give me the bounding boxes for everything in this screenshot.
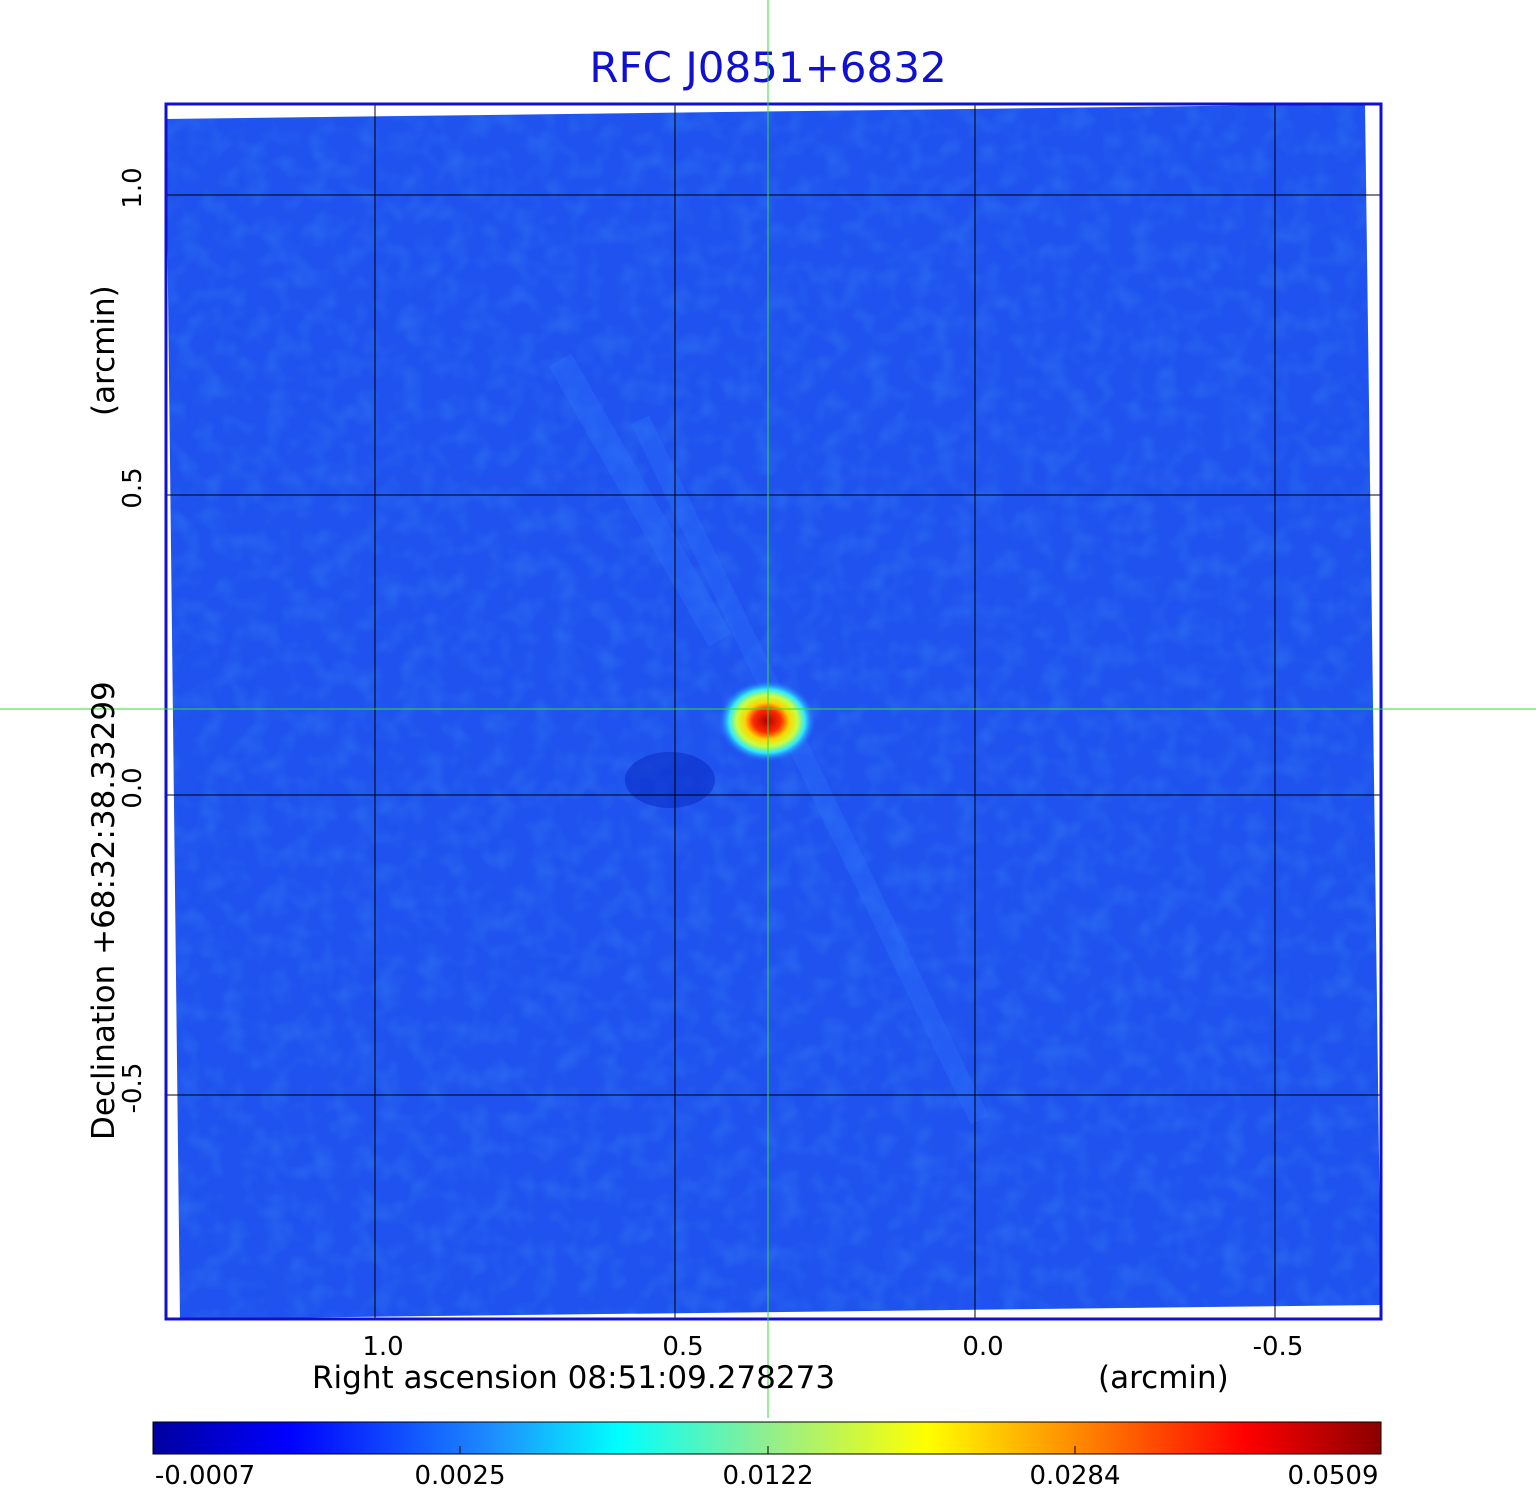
x-tick-label: 0.0: [962, 1332, 1004, 1362]
x-axis-label: Right ascension 08:51:09.278273: [312, 1360, 836, 1396]
colorbar-label: 0.0122: [722, 1461, 814, 1491]
colorbar-label: -0.0007: [154, 1461, 256, 1491]
plot-frame: [164, 102, 1383, 1321]
y-tick-label: 0.5: [118, 467, 148, 509]
radio-source: [718, 680, 816, 762]
colorbar-label: 0.0025: [414, 1461, 506, 1491]
image-field: [166, 104, 1381, 1319]
y-axis-unit: (arcmin): [86, 285, 122, 416]
y-tick-label: -0.5: [118, 1062, 148, 1114]
crosshair: [0, 0, 1536, 1418]
colorbar-label: 0.0509: [1287, 1461, 1379, 1491]
coordinate-grid: [166, 104, 1381, 1319]
y-tick-label: 1.0: [118, 167, 148, 209]
colorbar-label: 0.0284: [1029, 1461, 1121, 1491]
x-tick-label: 0.5: [662, 1332, 704, 1362]
y-tick-label: 0.0: [118, 767, 148, 809]
colorbar: [152, 1421, 1382, 1455]
x-axis-unit: (arcmin): [1098, 1360, 1229, 1396]
x-tick-label: 1.0: [362, 1332, 404, 1362]
x-tick-label: -0.5: [1252, 1332, 1304, 1362]
y-axis-label: Declination +68:32:38.33299: [86, 681, 122, 1140]
